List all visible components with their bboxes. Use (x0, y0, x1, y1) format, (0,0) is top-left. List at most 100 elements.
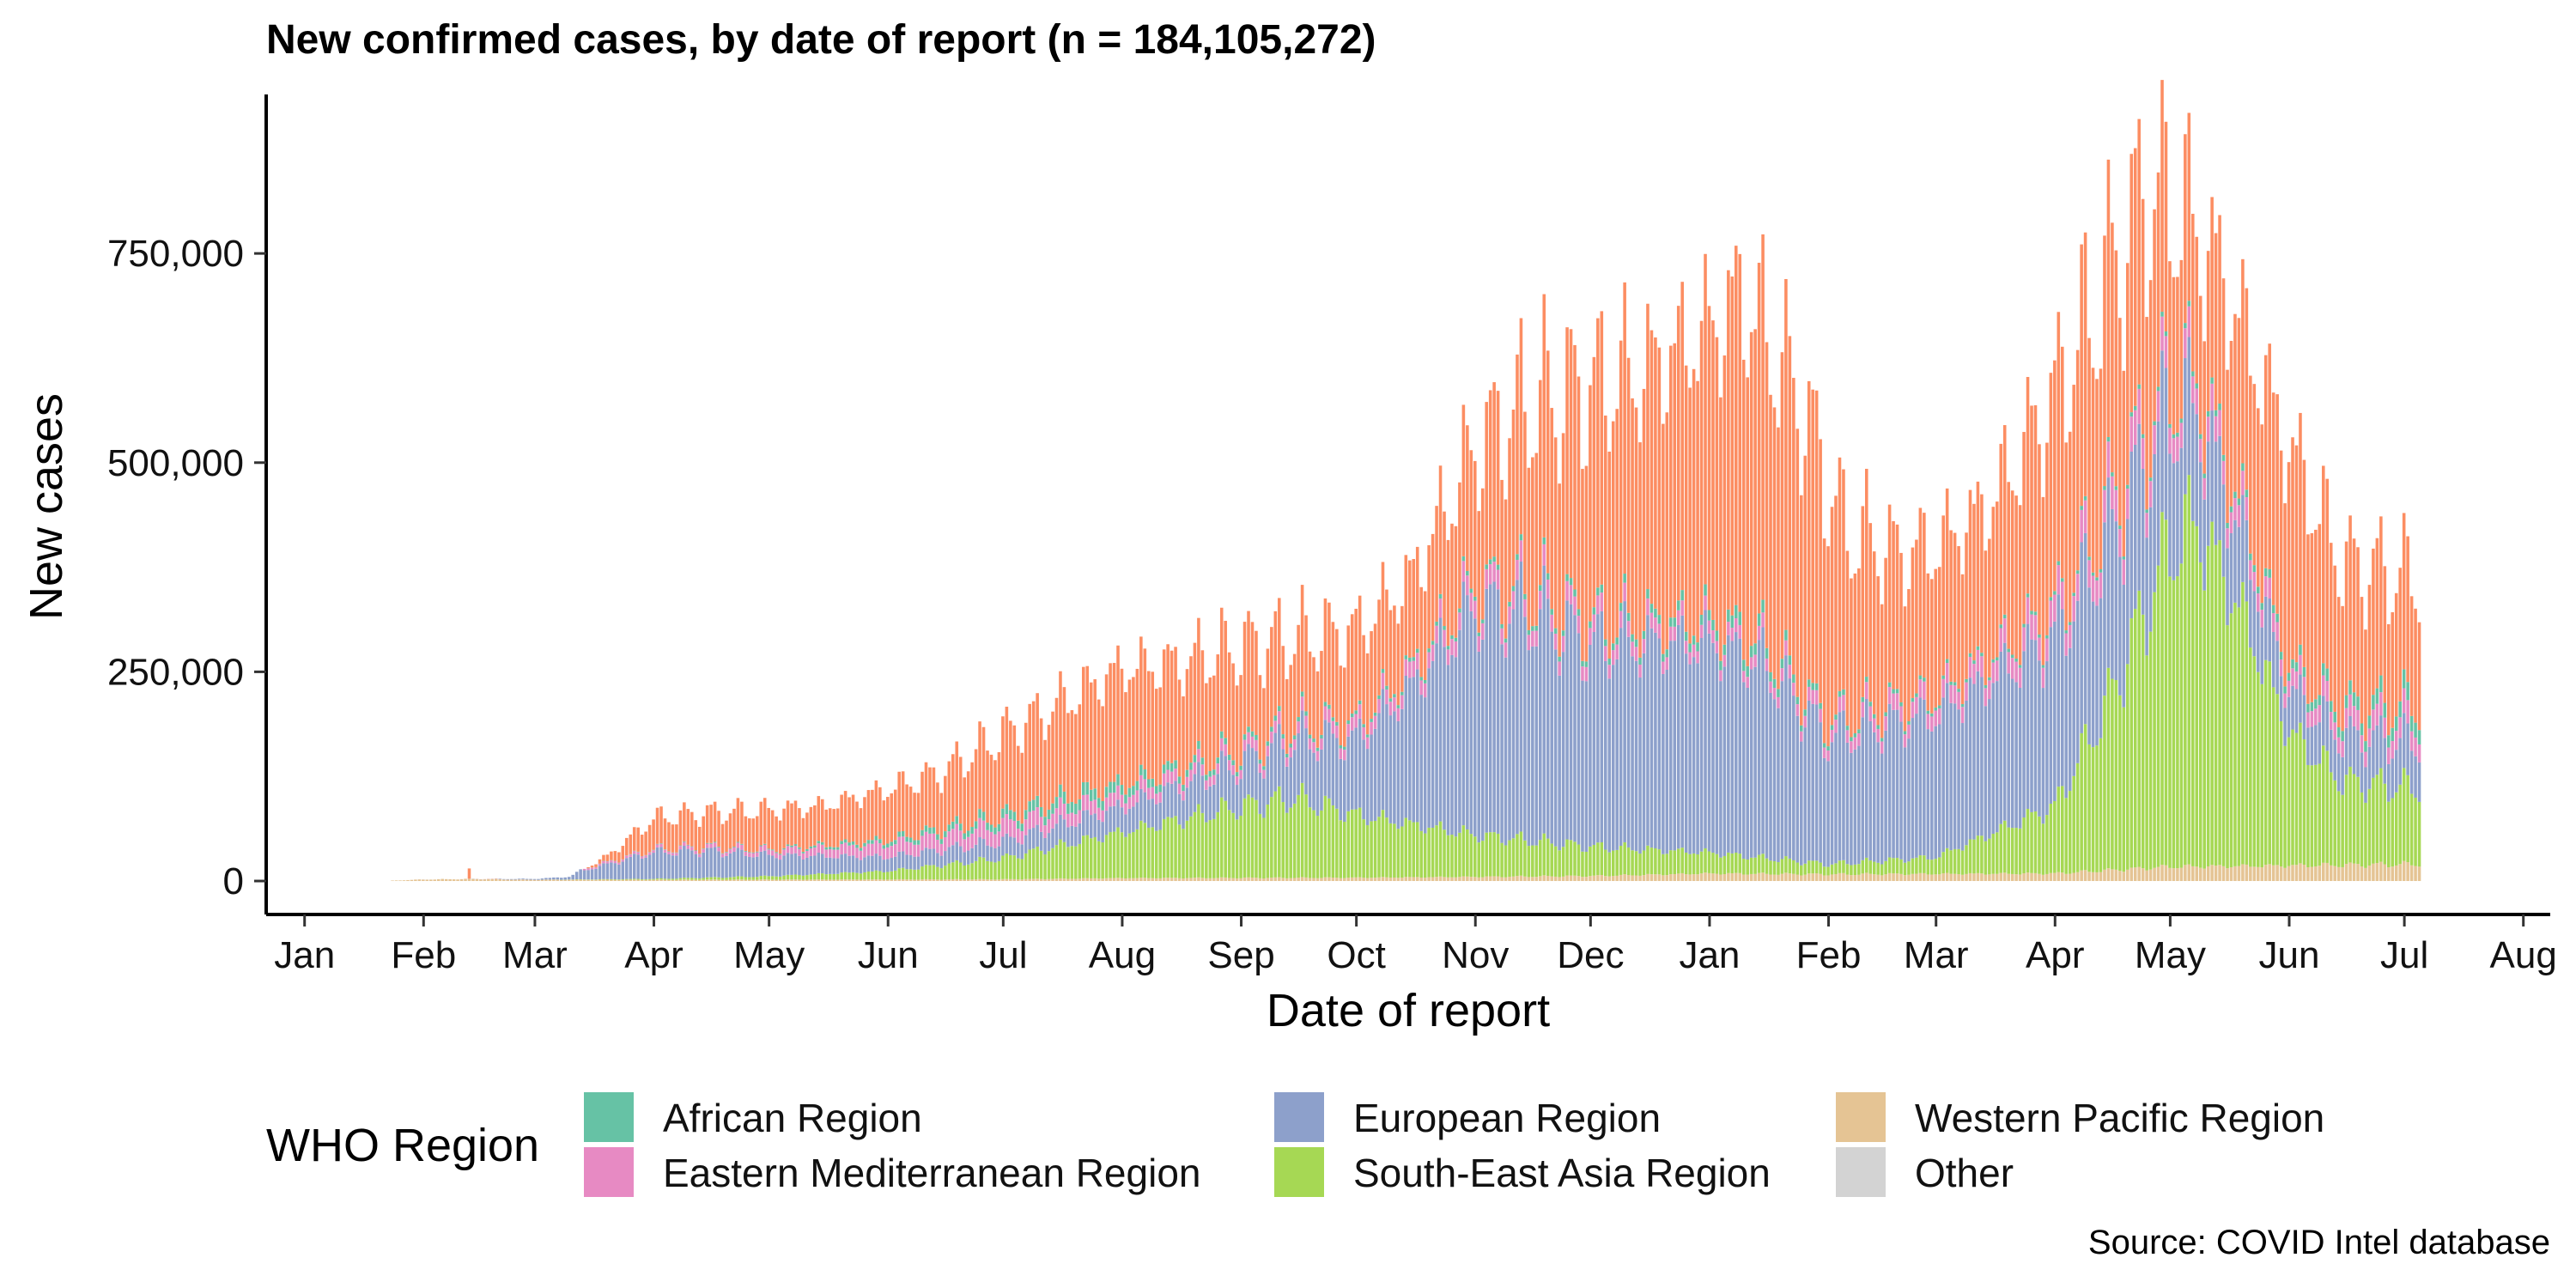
bar-segment (2322, 862, 2325, 882)
bar-day (2263, 355, 2268, 882)
bar-segment (1331, 805, 1335, 878)
bar-day (697, 826, 702, 882)
bar-segment (1216, 811, 1220, 878)
bar-segment (958, 862, 963, 880)
bar-segment (1649, 604, 1654, 613)
bar-segment (2010, 654, 2014, 659)
bar-segment (1116, 827, 1120, 878)
bar-segment (717, 879, 720, 882)
bar-segment (725, 878, 728, 880)
bar-day (1235, 685, 1239, 882)
bar-day (1960, 574, 1965, 882)
bar-segment (793, 874, 798, 880)
bar-segment (1631, 634, 1634, 642)
x-tick-label: Apr (624, 934, 683, 976)
bar-segment (598, 864, 602, 866)
bar-day (1435, 506, 1438, 882)
bar-segment (848, 845, 851, 856)
bar-segment (951, 845, 955, 863)
bar-segment (1012, 725, 1017, 812)
bar-segment (1508, 840, 1511, 878)
bar-segment (2184, 494, 2187, 866)
bar-segment (1814, 704, 1819, 861)
bar-day (1419, 586, 1423, 882)
bar-segment (1838, 872, 1842, 882)
bar-segment (1408, 677, 1412, 821)
bar-segment (1062, 687, 1066, 792)
bar-segment (1692, 853, 1696, 875)
bar-segment (2336, 791, 2341, 867)
bar-segment (1485, 568, 1488, 589)
bar-segment (1715, 641, 1719, 653)
bar-segment (2283, 745, 2287, 868)
bar-day (2198, 295, 2202, 882)
bar-segment (1788, 665, 1792, 679)
bar-segment (1012, 878, 1017, 882)
bar-segment (989, 754, 993, 825)
bar-segment (1814, 390, 1819, 683)
bar-segment (1147, 878, 1151, 882)
bar-segment (1461, 561, 1466, 582)
bar-segment (632, 854, 636, 879)
bar-segment (2111, 222, 2114, 473)
bar-segment (1727, 270, 1730, 610)
bar-segment (1496, 391, 1500, 565)
bar-segment (1834, 732, 1838, 864)
bar-segment (2007, 482, 2010, 649)
bar-segment (2387, 763, 2391, 802)
bar-segment (1626, 874, 1631, 882)
bar-segment (1066, 827, 1070, 848)
bar-segment (1151, 799, 1155, 828)
bar-segment (2080, 506, 2083, 510)
bar-day (621, 846, 625, 882)
bar-segment (759, 801, 763, 846)
bar-segment (1315, 761, 1320, 817)
bar-segment (1036, 846, 1039, 879)
bar-segment (1923, 513, 1926, 678)
bar-segment (2087, 872, 2091, 882)
bar-segment (2018, 665, 2022, 668)
bar-segment (813, 879, 817, 882)
legend-item: Western Pacific Region (1836, 1092, 2324, 1142)
bar-segment (762, 879, 767, 882)
bar-segment (1953, 532, 1957, 683)
bar-day (2348, 515, 2352, 882)
bar-segment (1907, 724, 1911, 739)
bar-day (490, 878, 495, 882)
bar-segment (713, 877, 717, 880)
bar-segment (1381, 562, 1385, 669)
bar-segment (1400, 691, 1404, 696)
bar-segment (1415, 669, 1419, 823)
bar-segment (705, 877, 709, 880)
bar-segment (2061, 578, 2064, 582)
bar-segment (1741, 682, 1746, 860)
bar-segment (1926, 729, 1930, 860)
bar-segment (2329, 865, 2333, 882)
bar-segment (767, 879, 770, 882)
bar-day (567, 877, 571, 882)
bar-segment (1036, 693, 1039, 796)
bar-segment (751, 857, 756, 878)
bar-segment (744, 855, 748, 878)
bar-segment (1546, 598, 1550, 839)
bar-segment (1611, 650, 1615, 665)
bar-segment (625, 879, 629, 882)
bar-day (2041, 496, 2045, 882)
bar-day (1604, 415, 1607, 882)
bar-segment (1262, 778, 1266, 818)
bar-segment (974, 860, 978, 880)
bar-day (1343, 667, 1346, 882)
bar-day (920, 771, 924, 882)
bar-segment (2229, 532, 2233, 614)
bar-segment (2168, 453, 2172, 577)
bar-segment (1984, 550, 1988, 685)
bar-segment (756, 877, 759, 880)
bar-segment (1377, 713, 1381, 817)
bar-segment (1039, 831, 1043, 851)
bar-segment (697, 854, 702, 858)
bar-segment (908, 837, 913, 843)
bar-segment (1795, 428, 1800, 697)
bar-segment (2091, 747, 2095, 872)
bar-segment (1185, 769, 1189, 777)
